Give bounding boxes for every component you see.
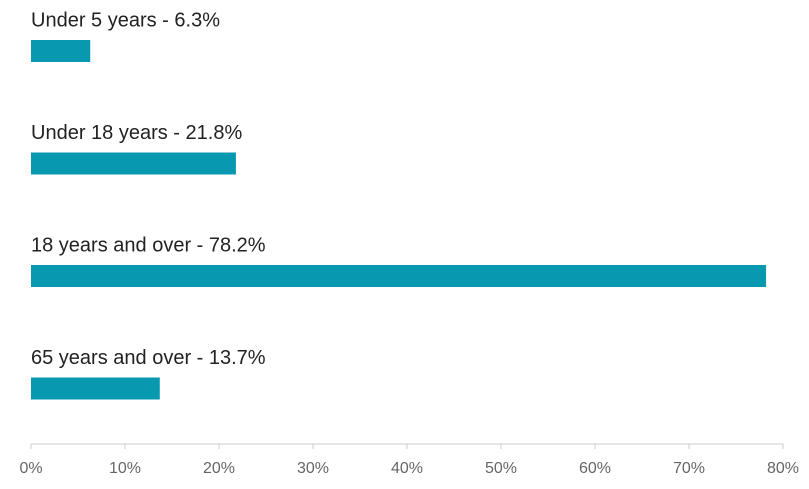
category-label: 65 years and over - 13.7% — [31, 347, 266, 369]
x-tick-label: 10% — [109, 460, 141, 477]
x-tick-label: 70% — [673, 460, 705, 477]
x-tick-label: 20% — [203, 460, 235, 477]
bar — [31, 152, 236, 175]
bar — [31, 40, 91, 62]
x-tick-label: 0% — [19, 460, 42, 477]
bar — [31, 377, 160, 400]
x-tick-label: 80% — [767, 460, 799, 477]
bar — [31, 265, 767, 287]
x-tick-label: 50% — [485, 460, 517, 477]
x-tick-label: 40% — [391, 460, 423, 477]
x-tick-label: 60% — [579, 460, 611, 477]
category-label: Under 18 years - 21.8% — [31, 122, 242, 144]
category-label: 18 years and over - 78.2% — [31, 234, 266, 256]
x-tick-label: 30% — [297, 460, 329, 477]
category-label: Under 5 years - 6.3% — [31, 9, 220, 31]
